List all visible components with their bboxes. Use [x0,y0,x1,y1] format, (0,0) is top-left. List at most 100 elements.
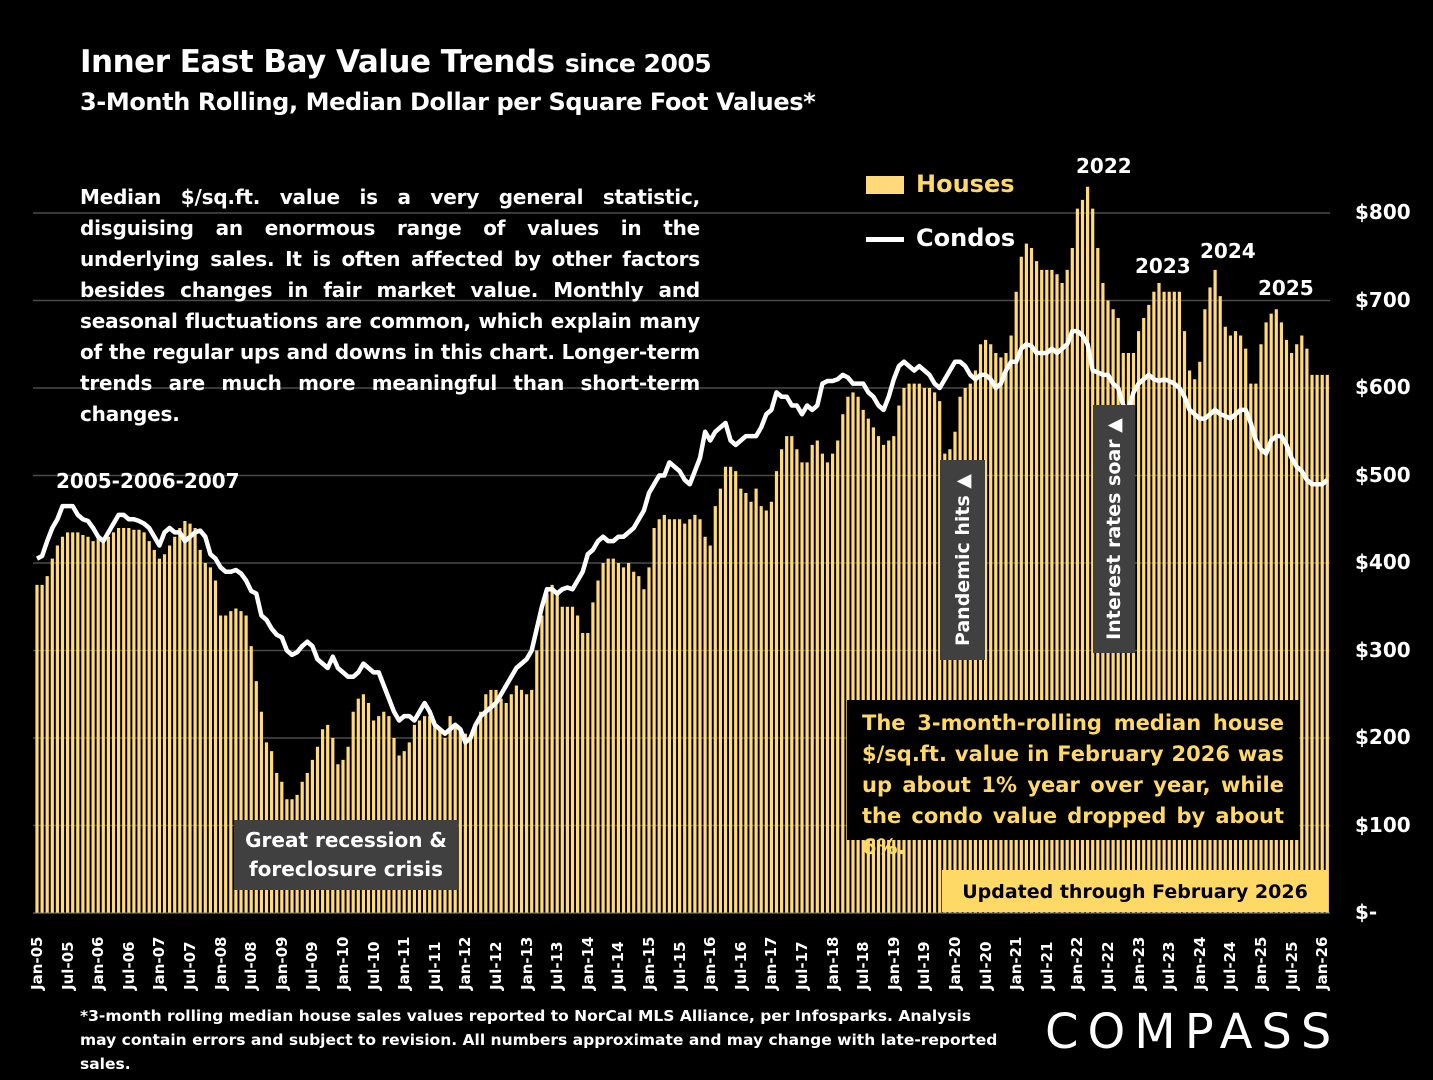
x-tick-label: Jan-16 [701,936,720,990]
x-tick-label: Jul-07 [181,941,199,990]
houses-bar [570,606,575,913]
houses-bar [76,532,80,913]
pandemic-label: Pandemic hits ▲ [951,473,974,647]
houses-bar [627,563,631,913]
y-tick-label: $- [1355,900,1378,924]
houses-bar [917,383,921,913]
houses-bar [555,593,559,913]
x-tick-label: Jul-25 [1282,941,1301,990]
houses-bar [815,440,819,913]
houses-bar [387,716,391,913]
rates-annotation: Interest rates soar ▲ [1093,405,1135,653]
houses-bar [351,711,355,913]
houses-bar [678,519,682,913]
houses-bar [254,681,258,913]
title-suffix: since 2005 [564,49,712,78]
houses-bar [1213,269,1217,913]
updated-badge: Updated through February 2026 [942,870,1328,912]
houses-bar [540,615,544,913]
houses-bar [723,466,728,913]
houses-bar [560,606,564,913]
houses-bar [591,602,595,913]
explanatory-note: Median $/sq.ft. value is a very general … [80,185,700,426]
houses-bar [606,558,610,913]
x-tick-label: Jul-06 [119,941,138,990]
y-tick-label: $500 [1355,462,1411,487]
houses-bar [428,716,432,913]
houses-bar [474,724,478,913]
houses-bar [132,529,136,913]
houses-bar [1218,296,1222,913]
x-tick-label: Jul-24 [1221,941,1240,990]
x-tick-label: Jan-25 [1252,936,1270,990]
y-tick-label: $200 [1355,725,1411,749]
x-tick-label: Jul-10 [364,941,383,990]
houses-bar [632,571,636,913]
houses-bar [861,409,865,913]
x-tick-label: Jan-23 [1129,936,1148,990]
houses-bar [117,528,121,913]
x-tick-label: Jan-06 [89,936,108,990]
houses-bar [377,716,381,913]
houses-bar [530,689,534,913]
houses-bar [1233,331,1238,913]
houses-bar [810,444,814,913]
houses-bar [1091,208,1095,913]
houses-bar [1198,361,1202,913]
houses-bar [1177,291,1181,913]
houses-bar [249,646,253,913]
houses-bar [463,733,467,913]
houses-bar [647,567,651,913]
houses-bar [1295,344,1299,913]
houses-bar [106,536,110,913]
condos-swatch [866,236,904,242]
title-main: Inner East Bay Value Trends [80,44,555,80]
recession-line2: foreclosure crisis [248,857,444,881]
houses-bar [943,453,947,913]
houses-bar [198,549,202,913]
houses-bar [40,584,44,913]
houses-bar [550,584,554,913]
x-tick-label: Jul-14 [609,941,628,990]
houses-bar [902,388,906,913]
houses-bar [173,536,177,913]
houses-bar [203,563,207,913]
houses-bar [224,615,228,913]
legend-houses-label: Houses [916,170,1015,198]
legend-condos: Condos [866,224,1015,252]
houses-bar [479,711,483,913]
x-tick-label: Jul-12 [487,941,505,990]
houses-bar [417,720,422,913]
houses-bar [1014,291,1018,913]
x-tick-label: Jan-10 [334,936,352,990]
houses-bar [876,436,881,913]
houses-bar [71,532,75,913]
houses-bar [586,633,590,913]
x-tick-label: Jul-13 [548,941,567,990]
houses-bar [769,501,773,913]
houses-bar [1244,348,1248,913]
x-tick-label: Jul-23 [1160,941,1179,990]
houses-bar [933,392,937,913]
y-tick-label: $600 [1355,375,1411,399]
houses-bar [795,449,799,913]
houses-bar [234,608,238,913]
houses-bar [1060,283,1064,913]
houses-bar [1075,208,1079,913]
houses-bar [458,729,462,913]
x-tick-label: Jul-15 [670,941,689,990]
houses-bar [1182,331,1187,913]
houses-bar [1157,283,1161,913]
houses-bar [667,519,671,913]
houses-bar [147,541,151,913]
houses-bar [642,589,646,913]
houses-bar [433,724,437,913]
houses-bar [800,462,804,913]
x-tick-label: Jul-19 [915,941,934,990]
houses-bar [509,694,513,913]
y-tick-label: $100 [1355,812,1411,837]
x-tick-label: Jul-09 [303,941,322,990]
houses-bar [178,528,182,913]
houses-bar [790,436,794,913]
houses-swatch [866,176,904,194]
